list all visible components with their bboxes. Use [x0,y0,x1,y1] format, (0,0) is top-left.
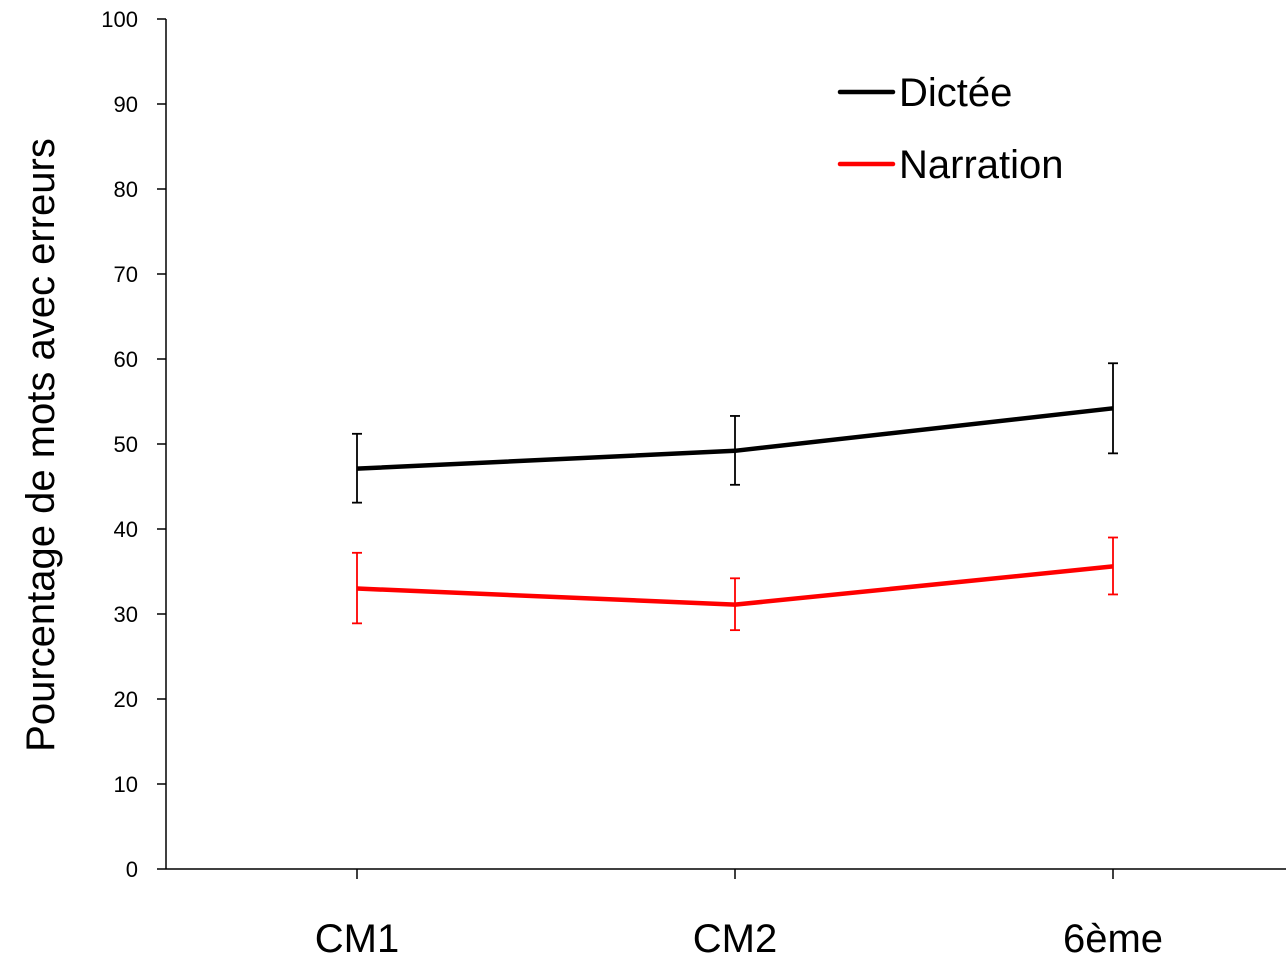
series-narration [352,536,1118,632]
legend: Dictée Narration [837,71,1064,187]
legend-item: Narration [837,143,1064,187]
error-bar [352,551,362,625]
y-axis-label: Pourcentage de mots avec erreurs [19,138,63,752]
y-tick-label: 90 [114,92,138,117]
series-line [356,406,1114,471]
y-tick-label: 10 [114,772,138,797]
series-layer [352,362,1118,632]
series-line [356,564,1114,607]
legend-label: Dictée [899,71,1012,115]
axes: 0 10 20 30 40 50 60 70 80 90 100 CM1 CM2 6ème [101,7,1286,960]
x-tick-label: CM1 [315,917,399,960]
legend-item: Dictée [837,71,1012,115]
y-tick-label: 80 [114,177,138,202]
error-bar [1108,536,1118,596]
x-tick-label: CM2 [693,917,777,960]
y-tick-label: 20 [114,687,138,712]
y-tick-label: 100 [101,7,138,32]
series-dictee [352,362,1118,504]
y-tick-label: 30 [114,602,138,627]
y-tick-label: 0 [126,857,138,882]
y-tick-label: 50 [114,432,138,457]
x-tick-label: 6ème [1063,917,1163,960]
y-tick-label: 40 [114,517,138,542]
y-tick-label: 70 [114,262,138,287]
y-tick-label: 60 [114,347,138,372]
legend-label: Narration [899,143,1064,187]
